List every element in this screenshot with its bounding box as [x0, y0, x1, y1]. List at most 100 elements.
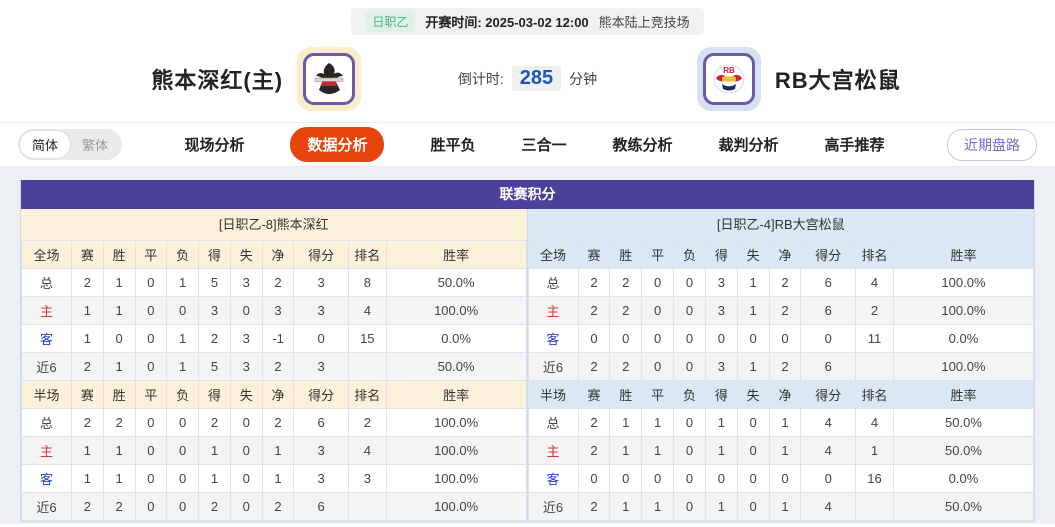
stat-cell: 2	[261, 268, 295, 297]
kumamoto-horse-crest-icon	[303, 52, 356, 105]
lang-simplified[interactable]: 简体	[20, 131, 71, 158]
row-label: 客	[21, 464, 72, 493]
stat-cell: 0	[609, 324, 643, 353]
stat-cell: 0	[166, 492, 200, 521]
away-subtitle: [日职乙-4]RB大宫松鼠	[527, 209, 1034, 240]
column-header: 平	[134, 240, 168, 269]
language-toggle: 简体 繁体	[18, 129, 123, 160]
row-label: 近6	[21, 352, 72, 381]
stat-cell: 0	[166, 464, 200, 493]
stat-cell: 1	[609, 492, 643, 521]
stat-cell: 11	[855, 324, 894, 353]
stat-cell: 1	[704, 436, 738, 465]
stat-cell: 4	[855, 268, 894, 297]
column-header: 得	[198, 240, 231, 269]
stat-cell: 2	[768, 352, 802, 381]
stat-cell: 0	[768, 324, 802, 353]
column-header: 排名	[855, 240, 894, 269]
away-team-name: RB大宫松鼠	[774, 67, 901, 93]
column-header: 得	[704, 240, 738, 269]
teams-row: 熊本深红(主) 倒计时: 285 分钟	[0, 35, 1055, 123]
stats-row: 近6 2 2 0 0 2 0 2 6 100.0%	[21, 492, 527, 521]
column-header: 得	[704, 380, 738, 409]
stats-header-row: 半场赛胜平负得失净得分 排名 胜率	[21, 380, 527, 409]
row-label: 主	[527, 296, 579, 325]
stat-cell: 2	[261, 352, 295, 381]
stats-row: 客 1 0 0 1 2 3 -1 0 15 0.0%	[21, 324, 527, 353]
stats-row: 客 0 0 0 0 0 0 0 0 11 0.0%	[527, 324, 1035, 353]
stat-cell: 6	[800, 352, 857, 381]
match-info-bar: 日职乙 开赛时间: 2025-03-02 12:00 熊本陆上竞技场	[351, 8, 704, 35]
stat-cell: 100.0%	[385, 436, 527, 465]
nav-tab[interactable]: 三合一	[521, 137, 567, 154]
nav-tab[interactable]: 胜平负	[430, 137, 476, 154]
column-header: 得分	[293, 380, 349, 409]
column-header: 排名	[347, 380, 387, 409]
stat-cell: 0	[768, 464, 802, 493]
panel-title: 联赛积分	[21, 180, 1034, 209]
column-header: 半场	[21, 380, 72, 409]
stat-cell: 3	[293, 296, 349, 325]
column-header: 平	[641, 240, 675, 269]
row-label: 客	[527, 464, 579, 493]
stat-cell: 0	[134, 492, 168, 521]
stat-cell: 2	[609, 268, 643, 297]
stat-cell	[855, 492, 894, 521]
stat-cell: -1	[261, 324, 295, 353]
stat-cell: 2	[102, 408, 136, 437]
stat-cell: 1	[261, 436, 295, 465]
stat-cell: 0.0%	[892, 324, 1035, 353]
column-header: 赛	[577, 380, 611, 409]
stat-cell	[347, 352, 387, 381]
stat-cell: 3	[347, 464, 387, 493]
league-badge: 日职乙	[365, 11, 416, 32]
stats-header-row: 全场赛胜平负得失净得分 排名 胜率	[21, 240, 527, 269]
venue: 熊本陆上竞技场	[598, 15, 690, 30]
stat-cell: 100.0%	[892, 296, 1035, 325]
column-header: 失	[229, 380, 263, 409]
stat-cell: 0	[166, 296, 200, 325]
stat-cell: 0	[673, 408, 706, 437]
nav-tab[interactable]: 高手推荐	[824, 137, 885, 154]
recent-trends-button[interactable]: 近期盘路	[947, 128, 1037, 161]
nav-tab[interactable]: 裁判分析	[718, 137, 779, 154]
stat-cell: 2	[768, 268, 802, 297]
stat-cell: 50.0%	[892, 436, 1035, 465]
stat-cell: 1	[198, 436, 231, 465]
stat-cell: 0	[229, 464, 263, 493]
stat-cell: 1	[641, 436, 675, 465]
away-stats-half: [日职乙-4]RB大宫松鼠 全场赛胜平负得失净得分 排名 胜率总 2 2 0 0 3 1 2 6 4 1…	[527, 209, 1035, 521]
stat-cell: 0	[134, 352, 168, 381]
column-header: 净	[768, 240, 802, 269]
stat-cell: 0	[641, 464, 675, 493]
nav-tab[interactable]: 教练分析	[612, 137, 673, 154]
stat-cell: 1	[768, 492, 802, 521]
home-team: 熊本深红(主)	[95, 46, 418, 111]
lang-traditional[interactable]: 繁体	[82, 138, 109, 153]
stat-cell: 3	[293, 352, 349, 381]
stat-cell: 0	[641, 296, 675, 325]
stat-cell: 3	[198, 296, 231, 325]
stat-cell: 2	[577, 268, 611, 297]
stats-row: 近6 2 2 0 0 3 1 2 6 100.0%	[527, 352, 1035, 381]
stats-row: 总 2 1 0 1 5 3 2 3 8 50.0%	[21, 268, 527, 297]
stat-cell: 0	[673, 296, 706, 325]
stat-cell: 0	[736, 492, 770, 521]
stat-cell: 0	[641, 352, 675, 381]
row-label: 客	[527, 324, 579, 353]
column-header: 胜率	[385, 240, 527, 269]
nav-tab[interactable]: 数据分析	[290, 127, 385, 162]
stat-cell: 4	[347, 296, 387, 325]
nav-tab[interactable]: 现场分析	[184, 137, 245, 154]
row-label: 近6	[21, 492, 72, 521]
column-header: 全场	[527, 240, 579, 269]
away-team: RB RB大宫松鼠	[638, 46, 961, 111]
stat-cell: 2	[577, 436, 611, 465]
stat-cell: 2	[261, 408, 295, 437]
stat-cell: 1	[641, 492, 675, 521]
stat-cell: 1	[609, 436, 643, 465]
column-header: 得	[198, 380, 231, 409]
stat-cell: 1	[609, 408, 643, 437]
stat-cell: 2	[261, 492, 295, 521]
stat-cell: 0	[641, 324, 675, 353]
